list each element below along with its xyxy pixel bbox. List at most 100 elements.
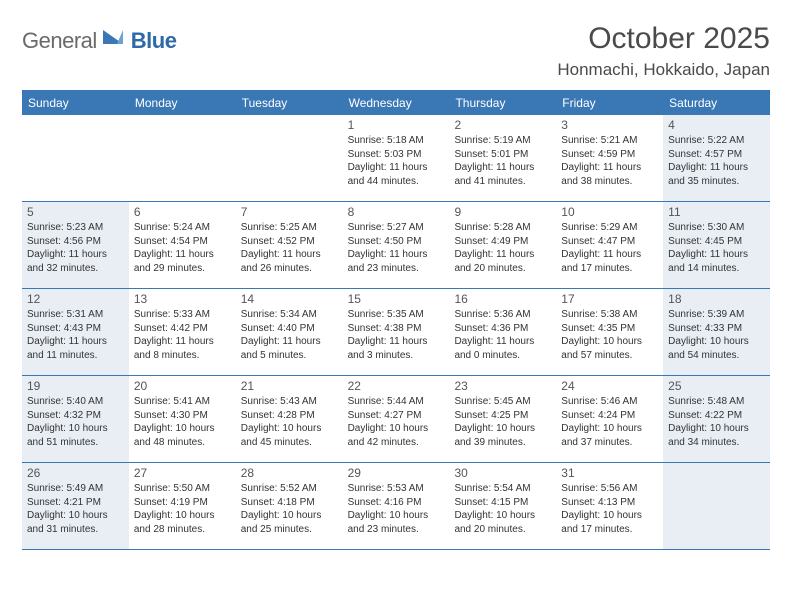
weekday-cell: Sunday — [22, 91, 129, 115]
daylight-text: Daylight: 11 hours — [348, 161, 445, 175]
title-month: October 2025 — [557, 22, 770, 56]
daylight-text: Daylight: 10 hours — [27, 422, 124, 436]
sunrise-text: Sunrise: 5:31 AM — [27, 308, 124, 322]
daylight-text: and 23 minutes. — [348, 523, 445, 537]
logo-text-general: General — [22, 28, 97, 54]
sunset-text: Sunset: 4:45 PM — [668, 235, 765, 249]
daylight-text: and 28 minutes. — [134, 523, 231, 537]
sunrise-text: Sunrise: 5:36 AM — [454, 308, 551, 322]
title-block: October 2025 Honmachi, Hokkaido, Japan — [557, 22, 770, 80]
sunset-text: Sunset: 5:03 PM — [348, 148, 445, 162]
day-number: 17 — [561, 291, 658, 307]
logo: General Blue — [22, 28, 176, 54]
daylight-text: Daylight: 11 hours — [668, 161, 765, 175]
daylight-text: Daylight: 10 hours — [454, 422, 551, 436]
day-cell: 16Sunrise: 5:36 AMSunset: 4:36 PMDayligh… — [449, 289, 556, 375]
day-cell: 29Sunrise: 5:53 AMSunset: 4:16 PMDayligh… — [343, 463, 450, 549]
sunset-text: Sunset: 4:36 PM — [454, 322, 551, 336]
day-cell: 21Sunrise: 5:43 AMSunset: 4:28 PMDayligh… — [236, 376, 343, 462]
daylight-text: and 3 minutes. — [348, 349, 445, 363]
day-cell: 3Sunrise: 5:21 AMSunset: 4:59 PMDaylight… — [556, 115, 663, 201]
day-number: 7 — [241, 204, 338, 220]
daylight-text: and 0 minutes. — [454, 349, 551, 363]
day-number: 11 — [668, 204, 765, 220]
daylight-text: Daylight: 11 hours — [454, 248, 551, 262]
sunset-text: Sunset: 4:43 PM — [27, 322, 124, 336]
sunset-text: Sunset: 4:54 PM — [134, 235, 231, 249]
week-row: 5Sunrise: 5:23 AMSunset: 4:56 PMDaylight… — [22, 202, 770, 289]
day-number: 15 — [348, 291, 445, 307]
sunrise-text: Sunrise: 5:33 AM — [134, 308, 231, 322]
daylight-text: Daylight: 11 hours — [134, 335, 231, 349]
day-number: 2 — [454, 117, 551, 133]
daylight-text: Daylight: 11 hours — [241, 248, 338, 262]
daylight-text: Daylight: 10 hours — [668, 335, 765, 349]
day-cell: 28Sunrise: 5:52 AMSunset: 4:18 PMDayligh… — [236, 463, 343, 549]
daylight-text: and 39 minutes. — [454, 436, 551, 450]
daylight-text: Daylight: 10 hours — [134, 422, 231, 436]
daylight-text: and 54 minutes. — [668, 349, 765, 363]
day-number: 13 — [134, 291, 231, 307]
day-cell: 30Sunrise: 5:54 AMSunset: 4:15 PMDayligh… — [449, 463, 556, 549]
daylight-text: Daylight: 10 hours — [241, 509, 338, 523]
weekday-cell: Wednesday — [343, 91, 450, 115]
day-number: 10 — [561, 204, 658, 220]
day-cell: 2Sunrise: 5:19 AMSunset: 5:01 PMDaylight… — [449, 115, 556, 201]
sunrise-text: Sunrise: 5:46 AM — [561, 395, 658, 409]
daylight-text: and 37 minutes. — [561, 436, 658, 450]
daylight-text: Daylight: 10 hours — [348, 509, 445, 523]
day-number: 31 — [561, 465, 658, 481]
sunset-text: Sunset: 4:42 PM — [134, 322, 231, 336]
day-number: 23 — [454, 378, 551, 394]
sunrise-text: Sunrise: 5:48 AM — [668, 395, 765, 409]
daylight-text: Daylight: 11 hours — [27, 335, 124, 349]
daylight-text: and 17 minutes. — [561, 523, 658, 537]
day-cell: 19Sunrise: 5:40 AMSunset: 4:32 PMDayligh… — [22, 376, 129, 462]
sunrise-text: Sunrise: 5:18 AM — [348, 134, 445, 148]
day-cell: 20Sunrise: 5:41 AMSunset: 4:30 PMDayligh… — [129, 376, 236, 462]
sunrise-text: Sunrise: 5:43 AM — [241, 395, 338, 409]
daylight-text: and 41 minutes. — [454, 175, 551, 189]
sunrise-text: Sunrise: 5:30 AM — [668, 221, 765, 235]
daylight-text: and 44 minutes. — [348, 175, 445, 189]
sunset-text: Sunset: 4:28 PM — [241, 409, 338, 423]
sunrise-text: Sunrise: 5:27 AM — [348, 221, 445, 235]
day-number: 14 — [241, 291, 338, 307]
daylight-text: Daylight: 10 hours — [561, 509, 658, 523]
day-cell — [236, 115, 343, 201]
day-cell: 7Sunrise: 5:25 AMSunset: 4:52 PMDaylight… — [236, 202, 343, 288]
weekday-cell: Tuesday — [236, 91, 343, 115]
page: General Blue October 2025 Honmachi, Hokk… — [0, 0, 792, 550]
day-number: 30 — [454, 465, 551, 481]
day-cell: 25Sunrise: 5:48 AMSunset: 4:22 PMDayligh… — [663, 376, 770, 462]
day-number: 9 — [454, 204, 551, 220]
day-number: 1 — [348, 117, 445, 133]
sunrise-text: Sunrise: 5:40 AM — [27, 395, 124, 409]
day-cell: 17Sunrise: 5:38 AMSunset: 4:35 PMDayligh… — [556, 289, 663, 375]
sunset-text: Sunset: 4:15 PM — [454, 496, 551, 510]
daylight-text: and 14 minutes. — [668, 262, 765, 276]
sunrise-text: Sunrise: 5:21 AM — [561, 134, 658, 148]
day-number: 21 — [241, 378, 338, 394]
sunset-text: Sunset: 4:35 PM — [561, 322, 658, 336]
sunrise-text: Sunrise: 5:23 AM — [27, 221, 124, 235]
day-cell: 23Sunrise: 5:45 AMSunset: 4:25 PMDayligh… — [449, 376, 556, 462]
day-number: 6 — [134, 204, 231, 220]
sunset-text: Sunset: 4:56 PM — [27, 235, 124, 249]
sunset-text: Sunset: 4:30 PM — [134, 409, 231, 423]
sunset-text: Sunset: 4:40 PM — [241, 322, 338, 336]
sunset-text: Sunset: 4:22 PM — [668, 409, 765, 423]
sunset-text: Sunset: 4:57 PM — [668, 148, 765, 162]
daylight-text: and 25 minutes. — [241, 523, 338, 537]
day-cell: 13Sunrise: 5:33 AMSunset: 4:42 PMDayligh… — [129, 289, 236, 375]
day-number: 20 — [134, 378, 231, 394]
day-number: 25 — [668, 378, 765, 394]
day-cell: 11Sunrise: 5:30 AMSunset: 4:45 PMDayligh… — [663, 202, 770, 288]
week-row: 1Sunrise: 5:18 AMSunset: 5:03 PMDaylight… — [22, 115, 770, 202]
sunrise-text: Sunrise: 5:44 AM — [348, 395, 445, 409]
daylight-text: Daylight: 10 hours — [561, 422, 658, 436]
sunrise-text: Sunrise: 5:53 AM — [348, 482, 445, 496]
day-number: 27 — [134, 465, 231, 481]
day-cell: 8Sunrise: 5:27 AMSunset: 4:50 PMDaylight… — [343, 202, 450, 288]
daylight-text: Daylight: 10 hours — [134, 509, 231, 523]
